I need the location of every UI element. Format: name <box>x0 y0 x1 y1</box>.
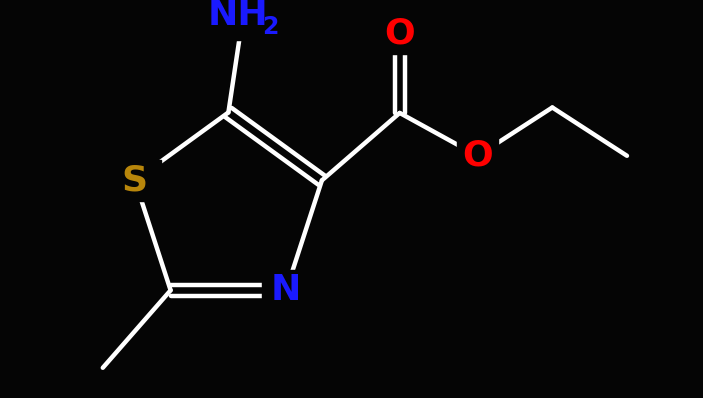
Text: NH: NH <box>207 0 268 32</box>
Text: 2: 2 <box>262 16 278 39</box>
Text: S: S <box>122 164 148 197</box>
Bar <box>457 135 498 176</box>
Bar <box>109 160 161 201</box>
Bar <box>205 0 280 41</box>
Text: N: N <box>271 273 302 307</box>
Bar <box>379 13 420 54</box>
Text: O: O <box>463 139 493 173</box>
Bar <box>262 270 311 311</box>
Text: O: O <box>385 16 415 51</box>
